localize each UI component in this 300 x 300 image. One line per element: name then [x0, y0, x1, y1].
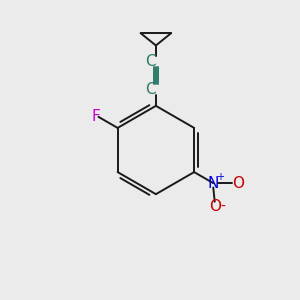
Text: F: F	[92, 110, 100, 124]
Text: C: C	[145, 54, 156, 69]
Text: O: O	[232, 176, 244, 190]
Text: -: -	[220, 200, 225, 214]
Text: C: C	[145, 82, 156, 97]
Text: O: O	[209, 199, 221, 214]
Text: +: +	[216, 172, 224, 182]
Text: N: N	[208, 176, 219, 190]
